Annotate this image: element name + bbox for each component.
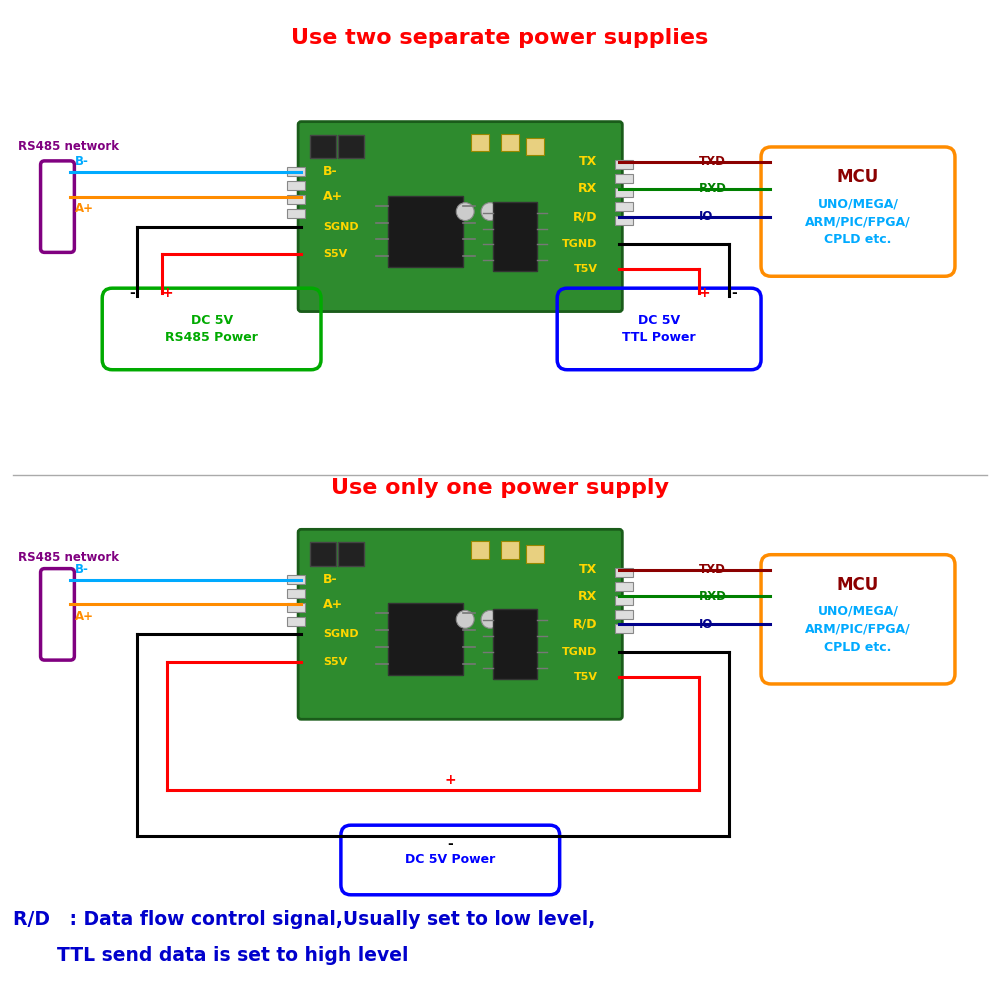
FancyBboxPatch shape — [310, 135, 336, 158]
Text: TGND: TGND — [562, 647, 597, 657]
FancyBboxPatch shape — [287, 603, 305, 612]
FancyBboxPatch shape — [615, 160, 633, 169]
Text: DC 5V
RS485 Power: DC 5V RS485 Power — [165, 314, 258, 344]
FancyBboxPatch shape — [493, 609, 537, 679]
FancyBboxPatch shape — [615, 202, 633, 211]
Text: A+: A+ — [75, 202, 94, 215]
Circle shape — [481, 203, 499, 221]
FancyBboxPatch shape — [526, 138, 544, 155]
Text: TTL send data is set to high level: TTL send data is set to high level — [57, 946, 409, 965]
Text: DC 5V
TTL Power: DC 5V TTL Power — [622, 314, 696, 344]
Text: MCU: MCU — [837, 576, 879, 594]
Text: TX: TX — [579, 563, 597, 576]
FancyBboxPatch shape — [287, 209, 305, 218]
Text: R/D: R/D — [573, 618, 597, 631]
FancyBboxPatch shape — [471, 541, 489, 559]
Text: TX: TX — [579, 155, 597, 168]
Text: +: + — [161, 286, 173, 300]
FancyBboxPatch shape — [493, 202, 537, 271]
FancyBboxPatch shape — [298, 529, 622, 719]
FancyBboxPatch shape — [338, 542, 364, 566]
FancyBboxPatch shape — [298, 122, 622, 312]
FancyBboxPatch shape — [615, 174, 633, 183]
Text: B-: B- — [75, 155, 89, 168]
FancyBboxPatch shape — [615, 596, 633, 605]
Text: -: - — [129, 286, 135, 300]
FancyBboxPatch shape — [526, 545, 544, 563]
FancyBboxPatch shape — [615, 188, 633, 197]
Text: DC 5V Power: DC 5V Power — [405, 853, 495, 866]
Text: SGND: SGND — [323, 629, 359, 639]
FancyBboxPatch shape — [615, 216, 633, 225]
FancyBboxPatch shape — [615, 610, 633, 619]
Text: UNO/MEGA/
ARM/PIC/FPGA/
CPLD etc.: UNO/MEGA/ ARM/PIC/FPGA/ CPLD etc. — [805, 197, 911, 246]
Text: Use two separate power supplies: Use two separate power supplies — [291, 28, 709, 48]
Text: A+: A+ — [323, 190, 343, 203]
Text: T5V: T5V — [573, 264, 597, 274]
FancyBboxPatch shape — [287, 167, 305, 176]
Circle shape — [456, 203, 474, 221]
Text: SGND: SGND — [323, 222, 359, 232]
Text: +: + — [698, 286, 710, 300]
FancyBboxPatch shape — [287, 181, 305, 190]
FancyBboxPatch shape — [615, 582, 633, 591]
Text: S5V: S5V — [323, 657, 347, 667]
FancyBboxPatch shape — [287, 589, 305, 598]
Text: IO: IO — [699, 618, 713, 631]
FancyBboxPatch shape — [338, 135, 364, 158]
Text: +: + — [444, 773, 456, 787]
Text: MCU: MCU — [837, 168, 879, 186]
Text: S5V: S5V — [323, 249, 347, 259]
Text: -: - — [731, 286, 737, 300]
Text: RS485 network: RS485 network — [18, 140, 119, 153]
FancyBboxPatch shape — [287, 195, 305, 204]
Text: RX: RX — [578, 590, 597, 603]
Text: TXD: TXD — [699, 563, 726, 576]
FancyBboxPatch shape — [501, 134, 519, 151]
FancyBboxPatch shape — [388, 196, 463, 267]
FancyBboxPatch shape — [501, 541, 519, 559]
Text: UNO/MEGA/
ARM/PIC/FPGA/
CPLD etc.: UNO/MEGA/ ARM/PIC/FPGA/ CPLD etc. — [805, 605, 911, 654]
Text: RXD: RXD — [699, 590, 727, 603]
Text: R/D   : Data flow control signal,Usually set to low level,: R/D : Data flow control signal,Usually s… — [13, 910, 595, 929]
FancyBboxPatch shape — [615, 624, 633, 633]
Text: -: - — [447, 837, 453, 851]
Text: TXD: TXD — [699, 155, 726, 168]
FancyBboxPatch shape — [287, 617, 305, 626]
Text: B-: B- — [323, 573, 338, 586]
Text: T5V: T5V — [573, 672, 597, 682]
Text: B-: B- — [323, 165, 338, 178]
FancyBboxPatch shape — [310, 542, 336, 566]
Text: IO: IO — [699, 210, 713, 223]
Text: Use only one power supply: Use only one power supply — [331, 478, 669, 498]
FancyBboxPatch shape — [471, 134, 489, 151]
Circle shape — [456, 610, 474, 628]
Text: A+: A+ — [75, 610, 94, 623]
Text: A+: A+ — [323, 598, 343, 611]
Text: TGND: TGND — [562, 239, 597, 249]
FancyBboxPatch shape — [615, 568, 633, 577]
Text: RXD: RXD — [699, 182, 727, 195]
Text: B-: B- — [75, 563, 89, 576]
Text: RS485 network: RS485 network — [18, 551, 119, 564]
FancyBboxPatch shape — [287, 575, 305, 584]
Text: RX: RX — [578, 182, 597, 195]
FancyBboxPatch shape — [388, 603, 463, 675]
Text: R/D: R/D — [573, 210, 597, 223]
Circle shape — [481, 610, 499, 628]
